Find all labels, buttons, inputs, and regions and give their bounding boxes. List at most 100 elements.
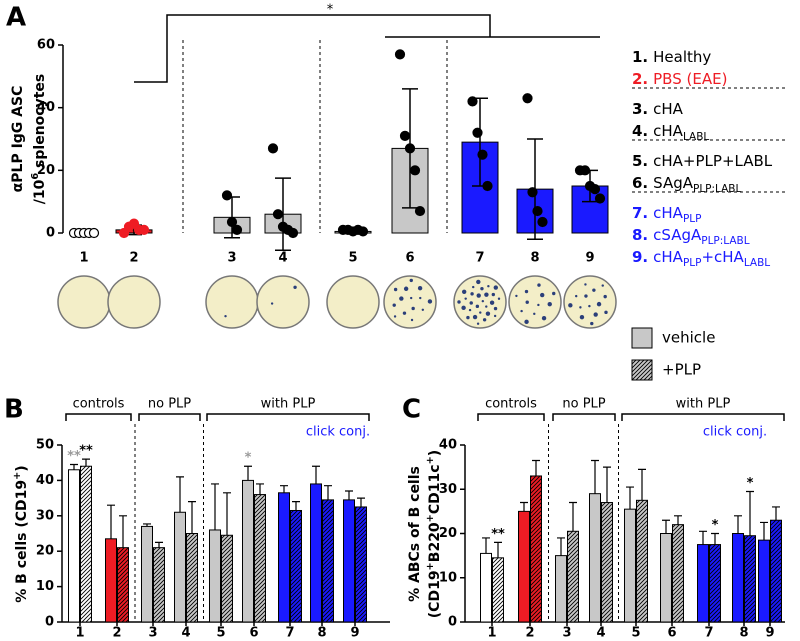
note: click conj. [306, 425, 370, 440]
significance-star: ** [79, 444, 93, 459]
x-tick-label: 8 [317, 626, 326, 641]
bar [80, 465, 92, 623]
data-point [138, 224, 150, 235]
text-segment: +cHA [701, 248, 744, 266]
x-tick-label: 4 [278, 251, 287, 266]
data-point [589, 184, 601, 195]
x-tick-label: 3 [562, 626, 571, 641]
spot [491, 292, 496, 297]
spot [533, 312, 536, 316]
x-tick-label: 9 [585, 251, 594, 266]
significance-star: ** [67, 449, 81, 464]
legend-number: 9. [632, 248, 648, 266]
well [326, 275, 380, 329]
spot [593, 312, 598, 317]
x-tick-label: 6 [667, 626, 676, 641]
group-bracket [552, 413, 616, 421]
bar [343, 499, 355, 623]
text-segment: αPLP IgG ASC [10, 86, 26, 193]
text-segment: + [12, 472, 23, 480]
data-point [357, 226, 369, 237]
error-bar [82, 458, 90, 467]
significance-star: * [245, 451, 252, 466]
well [205, 275, 259, 329]
bar [153, 547, 165, 623]
spot [476, 279, 481, 285]
spot [475, 304, 480, 309]
spot [584, 283, 587, 286]
legend-number: 6. [632, 174, 648, 192]
group-label: with PLP [261, 397, 316, 412]
group-bracket [621, 413, 785, 421]
text-segment: Healthy [653, 48, 711, 66]
error-bar [280, 485, 288, 493]
y-tick-label: 20 [36, 544, 54, 559]
x-tick-label: 6 [249, 626, 258, 641]
legend-item: 1. Healthy [632, 48, 711, 66]
significance-star: * [327, 3, 334, 18]
text-segment: cHA [653, 122, 684, 140]
error-bar [662, 519, 670, 534]
error-bar [569, 501, 577, 532]
x-tick-label: 3 [148, 626, 157, 641]
legend-swatch [631, 327, 653, 349]
text-segment: B220 [427, 522, 443, 562]
spot [399, 296, 404, 301]
data-point [88, 227, 100, 239]
text-segment: cHA [653, 204, 684, 222]
y-tick-label: 10 [439, 570, 457, 585]
spot [417, 285, 423, 291]
spot [552, 291, 556, 296]
spot [601, 284, 604, 287]
data-point [399, 130, 411, 141]
spot [468, 308, 472, 312]
well [256, 275, 310, 329]
data-point [226, 216, 238, 228]
spot [524, 289, 529, 294]
spot [472, 314, 478, 320]
text-segment: % ABCs of B cells [407, 466, 423, 602]
group-label: no PLP [562, 397, 605, 412]
bar [68, 469, 80, 623]
group-bracket [206, 413, 370, 421]
well [107, 275, 161, 329]
error-bar [176, 476, 184, 513]
spot [472, 285, 475, 289]
error-bar [699, 530, 707, 545]
bar [322, 499, 334, 623]
spot [409, 278, 413, 283]
spot [270, 302, 274, 305]
legend-number: 7. [632, 204, 648, 222]
bar [290, 509, 302, 623]
legend-item: 7. cHAPLP [632, 204, 701, 226]
data-point [537, 216, 548, 228]
text-segment: PLP:LABL [693, 183, 742, 195]
data-point [404, 143, 416, 154]
error-bar [734, 515, 742, 534]
x-tick-label: 1 [79, 251, 88, 266]
bar [744, 535, 756, 623]
y-tick-label: 50 [36, 438, 54, 453]
spot [604, 310, 608, 315]
spot [579, 306, 582, 309]
x-tick-label: 7 [475, 251, 484, 266]
y-axis-label: /106 splenocytes [30, 74, 49, 205]
y-axis-label: αPLP IgG ASC [10, 86, 26, 193]
text-segment: % B cells (CD19 [14, 480, 30, 603]
y-tick-label: 0 [448, 615, 457, 630]
spot [489, 300, 495, 305]
spot [410, 318, 414, 322]
y-tick-label: 40 [37, 100, 55, 115]
spot [537, 283, 541, 287]
spot [590, 321, 594, 326]
x-tick-label: 1 [75, 626, 84, 641]
data-point [594, 193, 606, 204]
significance-star: ** [491, 527, 505, 542]
legend-swatch [631, 359, 653, 381]
text-segment: PLP [683, 213, 702, 225]
spot [540, 292, 545, 298]
spot [403, 286, 409, 291]
error-bar [520, 501, 528, 512]
well [563, 275, 617, 329]
